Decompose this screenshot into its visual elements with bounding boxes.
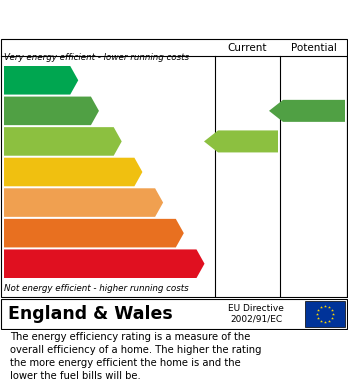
Text: England & Wales: England & Wales bbox=[8, 305, 173, 323]
Polygon shape bbox=[269, 100, 345, 122]
Polygon shape bbox=[4, 127, 122, 156]
Text: Not energy efficient - higher running costs: Not energy efficient - higher running co… bbox=[4, 284, 189, 293]
Polygon shape bbox=[4, 158, 142, 186]
Text: (55-68): (55-68) bbox=[8, 167, 41, 176]
Text: (92-100): (92-100) bbox=[8, 76, 46, 85]
Text: Very energy efficient - lower running costs: Very energy efficient - lower running co… bbox=[4, 53, 189, 62]
Text: C: C bbox=[108, 133, 120, 151]
Text: A: A bbox=[63, 71, 76, 89]
Text: EU Directive
2002/91/EC: EU Directive 2002/91/EC bbox=[228, 304, 284, 324]
Text: D: D bbox=[127, 163, 140, 181]
Text: (81-91): (81-91) bbox=[8, 106, 41, 115]
Text: Potential: Potential bbox=[291, 43, 337, 53]
Text: G: G bbox=[189, 255, 203, 273]
Polygon shape bbox=[4, 249, 205, 278]
Text: (21-38): (21-38) bbox=[8, 229, 41, 238]
Polygon shape bbox=[204, 131, 278, 152]
Text: (1-20): (1-20) bbox=[8, 259, 35, 268]
Bar bbox=[305, 301, 345, 327]
Text: The energy efficiency rating is a measure of the
overall efficiency of a home. T: The energy efficiency rating is a measur… bbox=[10, 332, 262, 382]
Polygon shape bbox=[4, 97, 99, 125]
Text: Current: Current bbox=[228, 43, 267, 53]
Text: Energy Efficiency Rating: Energy Efficiency Rating bbox=[9, 10, 238, 28]
Text: F: F bbox=[171, 224, 182, 242]
Text: (39-54): (39-54) bbox=[8, 198, 41, 207]
Polygon shape bbox=[4, 66, 78, 95]
Polygon shape bbox=[4, 219, 184, 248]
Text: E: E bbox=[150, 194, 161, 212]
Text: 84: 84 bbox=[306, 104, 326, 118]
Polygon shape bbox=[4, 188, 163, 217]
Text: 71: 71 bbox=[240, 135, 260, 149]
Text: B: B bbox=[84, 102, 97, 120]
Text: (69-80): (69-80) bbox=[8, 137, 41, 146]
